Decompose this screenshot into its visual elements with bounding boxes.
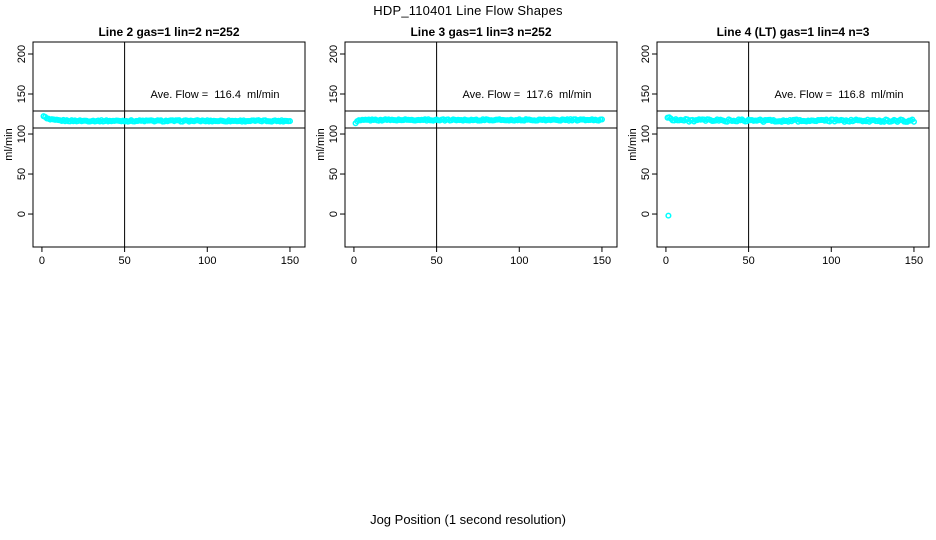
svg-text:200: 200 [16,45,28,63]
svg-text:150: 150 [905,255,923,267]
svg-text:50: 50 [118,255,130,267]
svg-text:100: 100 [328,125,340,143]
ave-flow-annotation-line-3: Ave. Flow = 117.6 ml/min [462,89,592,101]
svg-text:50: 50 [328,168,340,180]
svg-text:200: 200 [328,45,340,63]
chart-line-2: 0 50 100 150 0 50 100 150 200 ml/min [3,41,306,267]
svg-text:0: 0 [640,211,652,217]
chart-line-4: 0 50 100 150 0 50 100 150 200 ml/min [627,41,930,267]
svg-text:100: 100 [198,255,216,267]
ave-flow-annotation-line-2: Ave. Flow = 116.4 ml/min [150,89,280,101]
subplot-line-3: 0 50 100 150 0 50 100 150 200 ml/min Line 3 gas=1… [312,22,624,278]
svg-text:0: 0 [39,255,45,267]
x-axis-label: Jog Position (1 second resolution) [370,512,566,527]
svg-text:ml/min: ml/min [627,128,639,160]
svg-text:50: 50 [430,255,442,267]
subplot-title-line-4: Line 4 (LT) gas=1 lin=4 n=3 [716,25,870,39]
svg-text:200: 200 [640,45,652,63]
subplot-row: 0 50 100 150 0 50 100 150 200 ml/min Line 2 gas=1… [0,22,936,278]
svg-text:50: 50 [640,168,652,180]
chart-line-3: 0 50 100 150 0 50 100 150 200 ml/min [315,41,618,267]
ave-flow-annotation-line-4: Ave. Flow = 116.8 ml/min [774,89,904,101]
page-title: HDP_110401 Line Flow Shapes [373,3,563,18]
svg-text:0: 0 [328,211,340,217]
svg-text:50: 50 [16,168,28,180]
svg-text:50: 50 [742,255,754,267]
svg-text:100: 100 [510,255,528,267]
svg-text:150: 150 [593,255,611,267]
svg-text:100: 100 [640,125,652,143]
subplot-line-2: 0 50 100 150 0 50 100 150 200 ml/min Line 2 gas=1… [0,22,312,278]
svg-text:150: 150 [281,255,299,267]
svg-text:ml/min: ml/min [3,128,15,160]
svg-text:150: 150 [328,85,340,103]
svg-text:100: 100 [822,255,840,267]
svg-text:100: 100 [16,125,28,143]
svg-text:0: 0 [16,211,28,217]
svg-text:150: 150 [640,85,652,103]
svg-text:0: 0 [663,255,669,267]
svg-text:150: 150 [16,85,28,103]
subplot-line-4: 0 50 100 150 0 50 100 150 200 ml/min Line 4 (LT) … [624,22,936,278]
subplot-title-line-3: Line 3 gas=1 lin=3 n=252 [410,25,552,39]
svg-text:ml/min: ml/min [315,128,327,160]
svg-text:0: 0 [351,255,357,267]
subplot-title-line-2: Line 2 gas=1 lin=2 n=252 [98,25,240,39]
